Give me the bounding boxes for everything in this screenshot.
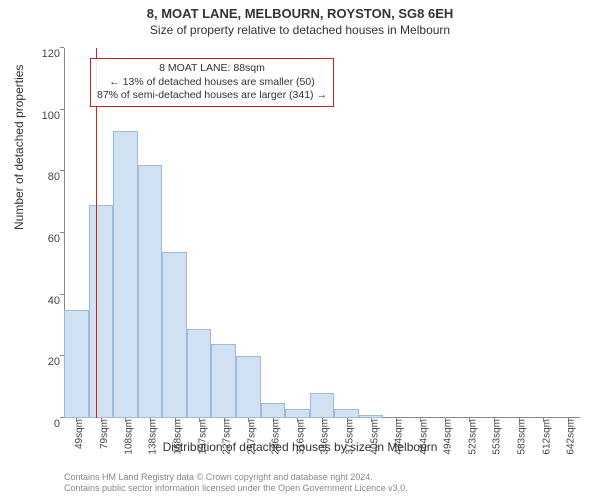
y-tick-label: 60 [30, 233, 60, 245]
credit-line-1: Contains HM Land Registry data © Crown c… [64, 472, 408, 483]
annot-line-3: 87% of semi-detached houses are larger (… [97, 89, 327, 103]
bar [162, 252, 187, 419]
y-tick-mark [60, 355, 64, 356]
y-tick-label: 20 [30, 356, 60, 368]
bar [138, 165, 163, 418]
annot-line-2: ← 13% of detached houses are smaller (50… [97, 76, 327, 90]
bar [261, 403, 286, 418]
annot-line-1: 8 MOAT LANE: 88sqm [97, 62, 327, 76]
y-tick-mark [60, 109, 64, 110]
bar [285, 409, 310, 418]
bar [211, 344, 236, 418]
y-tick-label: 100 [30, 110, 60, 122]
page-title-line1: 8, MOAT LANE, MELBOURN, ROYSTON, SG8 6EH [0, 0, 600, 21]
bar [310, 393, 335, 418]
x-axis-label: Distribution of detached houses by size … [0, 440, 600, 454]
y-tick-label: 80 [30, 171, 60, 183]
y-tick-label: 120 [30, 48, 60, 60]
y-tick-mark [60, 170, 64, 171]
bar [236, 356, 261, 418]
bar [334, 409, 359, 418]
bar [89, 205, 114, 418]
bar [64, 310, 89, 418]
y-tick-mark [60, 417, 64, 418]
bar [187, 329, 212, 418]
credit-line-2: Contains public sector information licen… [64, 483, 408, 494]
annotation-box: 8 MOAT LANE: 88sqm ← 13% of detached hou… [90, 58, 334, 107]
credits: Contains HM Land Registry data © Crown c… [64, 472, 408, 495]
y-tick-mark [60, 47, 64, 48]
bar [113, 131, 138, 418]
y-tick-label: 0 [30, 418, 60, 430]
y-tick-mark [60, 294, 64, 295]
page-title-line2: Size of property relative to detached ho… [0, 21, 600, 37]
y-axis-label: Number of detached properties [12, 65, 26, 230]
y-tick-label: 40 [30, 295, 60, 307]
y-tick-mark [60, 232, 64, 233]
chart-area: 8 MOAT LANE: 88sqm ← 13% of detached hou… [64, 48, 580, 418]
